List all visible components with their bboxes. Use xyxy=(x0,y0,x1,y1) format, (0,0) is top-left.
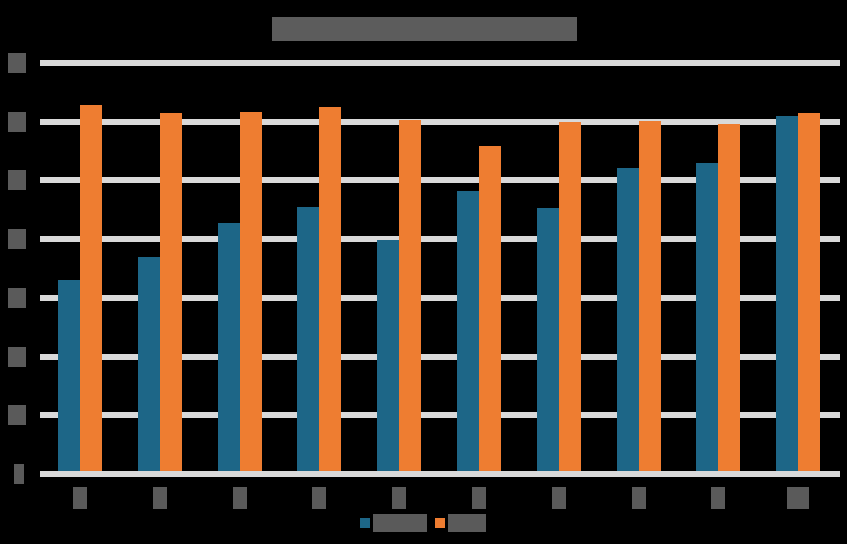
gridline xyxy=(40,412,840,419)
bar-blue-7[interactable] xyxy=(536,207,559,471)
legend-label: █████ xyxy=(373,514,427,532)
chart-title: ████████████████████ xyxy=(272,17,577,41)
gridline xyxy=(40,118,840,125)
y-tick-label: 30 xyxy=(8,287,26,308)
y-tick-label: 0 xyxy=(14,464,24,484)
x-tick-label: 10 xyxy=(787,487,810,509)
x-tick-label: 9 xyxy=(711,487,726,509)
bar-orange-9[interactable] xyxy=(718,123,741,471)
bar-orange-2[interactable] xyxy=(159,112,182,471)
legend-item-series-2[interactable]: ███ xyxy=(435,514,486,532)
bar-blue-3[interactable] xyxy=(217,223,240,471)
bar-blue-1[interactable] xyxy=(58,280,80,471)
bar-orange-5[interactable] xyxy=(399,119,422,471)
x-axis-line xyxy=(40,471,840,477)
gridline xyxy=(40,353,840,360)
bar-orange-1[interactable] xyxy=(80,105,102,471)
y-tick-label: 50 xyxy=(8,170,26,191)
bar-orange-8[interactable] xyxy=(638,121,661,471)
y-tick-label: 10 xyxy=(8,405,26,426)
bar-orange-10[interactable] xyxy=(798,112,821,471)
legend-item-series-1[interactable]: █████ xyxy=(360,514,427,532)
x-tick-label: 1 xyxy=(73,487,87,509)
y-tick-label: 20 xyxy=(8,346,26,367)
legend-label: ███ xyxy=(448,514,486,532)
legend-swatch-orange xyxy=(435,518,445,528)
x-tick-label: 6 xyxy=(472,487,486,509)
gridline xyxy=(40,60,840,66)
bar-orange-6[interactable] xyxy=(479,145,501,471)
legend-swatch-blue xyxy=(360,518,370,528)
legend: █████ ███ xyxy=(360,513,486,533)
bar-blue-10[interactable] xyxy=(776,115,799,471)
bar-blue-2[interactable] xyxy=(137,256,160,471)
x-tick-label: 2 xyxy=(152,487,167,509)
bar-orange-4[interactable] xyxy=(319,106,342,471)
gridline xyxy=(40,294,840,301)
bar-blue-8[interactable] xyxy=(616,168,639,471)
gridline xyxy=(40,236,840,243)
bar-blue-6[interactable] xyxy=(457,190,479,471)
bar-orange-7[interactable] xyxy=(558,121,581,471)
y-tick-label: 70 xyxy=(8,53,26,73)
x-tick-label: 8 xyxy=(631,487,646,509)
bar-blue-9[interactable] xyxy=(696,162,719,471)
x-tick-label: 7 xyxy=(551,487,566,509)
bar-orange-3[interactable] xyxy=(239,111,262,471)
plot-area: 0 10 20 30 40 50 60 70 1 2 3 4 5 6 7 8 9 10 xyxy=(8,53,840,509)
gridline xyxy=(40,177,840,184)
y-tick-label: 60 xyxy=(8,111,26,132)
y-tick-label: 40 xyxy=(8,229,26,250)
x-tick-label: 5 xyxy=(392,487,407,509)
x-tick-label: 4 xyxy=(312,487,327,509)
bar-blue-4[interactable] xyxy=(297,206,320,471)
x-tick-label: 3 xyxy=(232,487,247,509)
bar-blue-5[interactable] xyxy=(377,239,400,471)
